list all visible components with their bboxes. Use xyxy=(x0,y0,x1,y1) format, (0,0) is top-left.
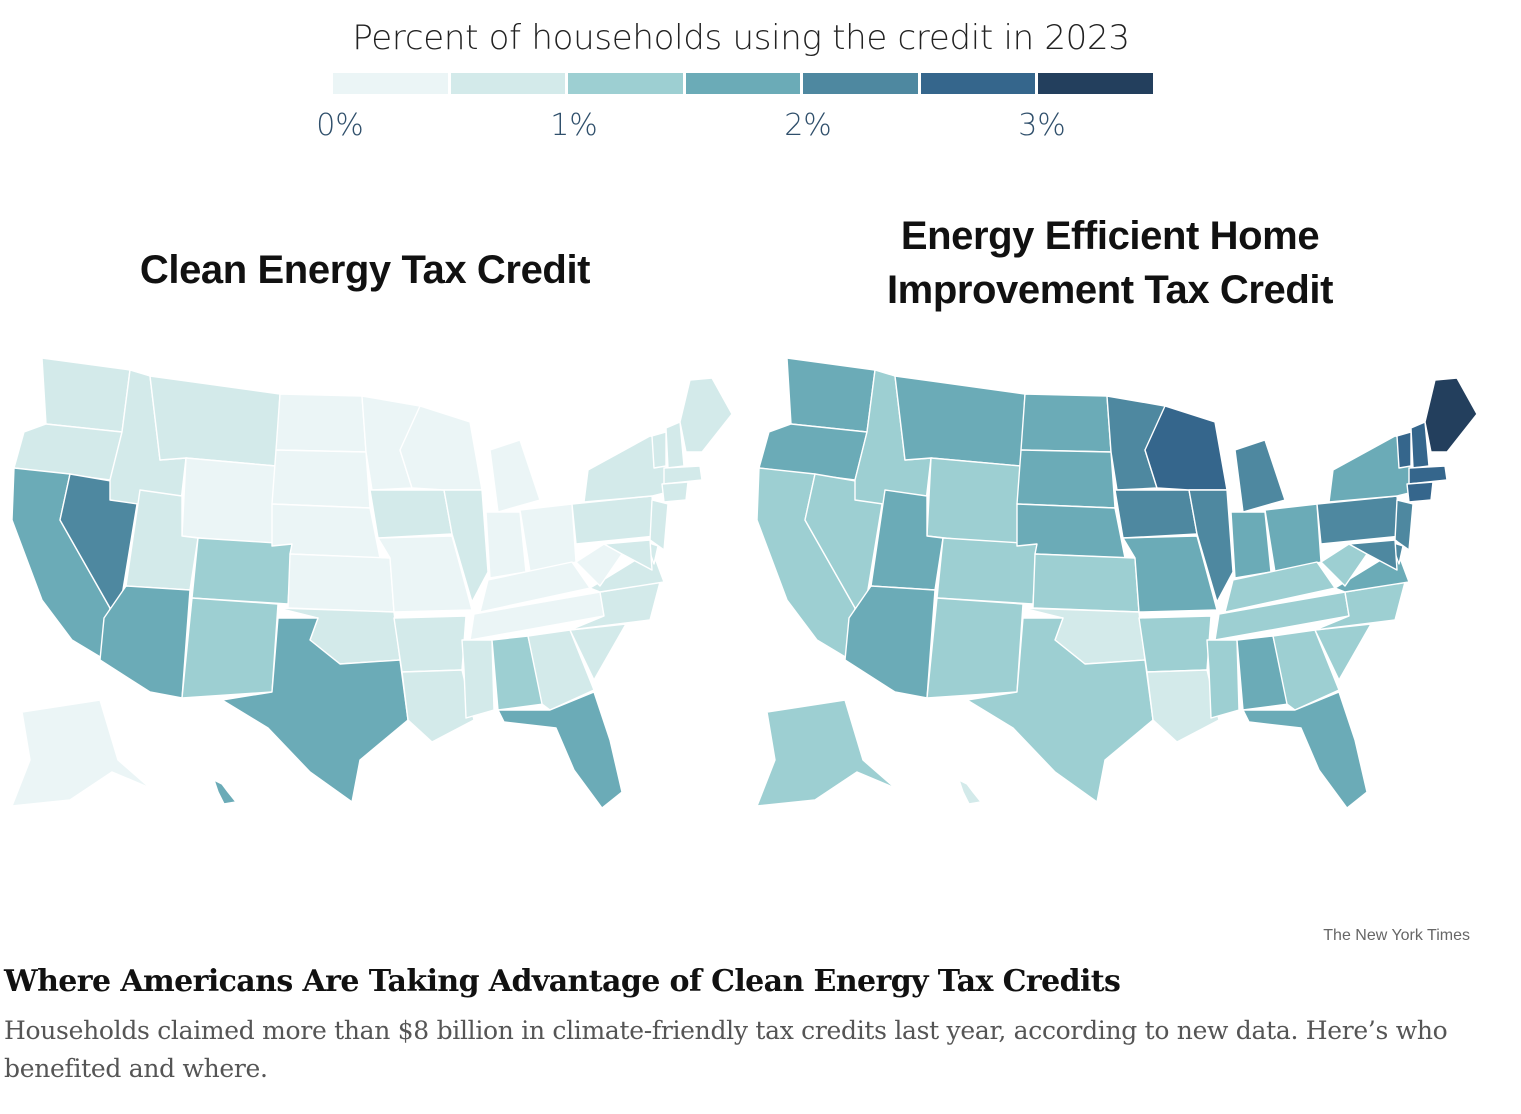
state-wy[interactable] xyxy=(181,457,277,547)
state-tx[interactable] xyxy=(966,617,1154,803)
map-title-home-improvement: Energy Efficient Home Improvement Tax Cr… xyxy=(886,214,1334,312)
state-sd[interactable] xyxy=(1016,449,1116,509)
source-credit: The New York Times xyxy=(1323,927,1470,944)
state-la[interactable] xyxy=(401,669,475,743)
legend-swatch-4 xyxy=(803,73,918,94)
state-hi[interactable] xyxy=(165,751,237,805)
state-ks[interactable] xyxy=(1032,553,1140,613)
state-ak[interactable] xyxy=(756,699,896,807)
state-ar[interactable] xyxy=(1138,615,1212,673)
state-nj[interactable] xyxy=(649,499,669,551)
state-pa[interactable] xyxy=(1316,495,1402,545)
state-vt[interactable] xyxy=(651,431,667,469)
state-hi[interactable] xyxy=(910,751,982,805)
state-ks[interactable] xyxy=(287,553,395,613)
state-ma[interactable] xyxy=(663,465,703,485)
legend-swatch-3 xyxy=(685,73,801,94)
state-mo[interactable] xyxy=(1122,535,1218,613)
state-ct[interactable] xyxy=(661,481,689,503)
state-nm[interactable] xyxy=(926,597,1024,699)
map-home-improvement-credit xyxy=(756,357,1478,809)
state-mt[interactable] xyxy=(894,375,1026,467)
state-ar[interactable] xyxy=(393,615,467,673)
state-ms[interactable] xyxy=(1206,639,1240,719)
state-sd[interactable] xyxy=(271,449,371,509)
legend-swatch-2 xyxy=(568,73,683,94)
state-md[interactable] xyxy=(603,539,653,571)
state-ma[interactable] xyxy=(1408,465,1448,485)
state-az[interactable] xyxy=(99,585,191,699)
state-ia[interactable] xyxy=(369,489,453,539)
state-fl[interactable] xyxy=(1242,691,1368,809)
legend-swatch-0 xyxy=(333,73,448,94)
article-summary: Households claimed more than $8 billion … xyxy=(4,1016,1448,1083)
state-fl[interactable] xyxy=(497,691,623,809)
legend-tick-label: 1% xyxy=(550,108,598,143)
state-nh[interactable] xyxy=(665,421,685,469)
state-pa[interactable] xyxy=(571,495,657,545)
state-me[interactable] xyxy=(679,377,733,453)
state-oh[interactable] xyxy=(1264,503,1322,573)
state-co[interactable] xyxy=(191,537,293,605)
state-oh[interactable] xyxy=(519,503,577,573)
state-nj[interactable] xyxy=(1394,499,1414,551)
legend-tick-label: 2% xyxy=(784,108,832,143)
state-mi[interactable] xyxy=(489,439,541,513)
state-ak[interactable] xyxy=(11,699,151,807)
state-in[interactable] xyxy=(485,511,527,579)
state-nd[interactable] xyxy=(275,393,367,453)
state-il[interactable] xyxy=(443,489,489,603)
state-ia[interactable] xyxy=(1114,489,1198,539)
state-nh[interactable] xyxy=(1410,421,1430,469)
state-in[interactable] xyxy=(1230,511,1272,579)
state-tx[interactable] xyxy=(221,617,409,803)
state-la[interactable] xyxy=(1146,669,1220,743)
state-me[interactable] xyxy=(1424,377,1478,453)
state-mt[interactable] xyxy=(149,375,281,467)
legend-swatch-1 xyxy=(450,73,566,94)
legend-tick-label: 3% xyxy=(1018,108,1066,143)
state-co[interactable] xyxy=(936,537,1038,605)
map-clean-energy-credit xyxy=(11,357,733,809)
state-nd[interactable] xyxy=(1020,393,1112,453)
map-title-clean-energy: Clean Energy Tax Credit xyxy=(139,248,591,292)
legend-swatch-6 xyxy=(1038,73,1154,94)
state-ga[interactable] xyxy=(1272,629,1340,711)
legend-title: Percent of households using the credit i… xyxy=(352,18,1130,58)
legend-swatch-5 xyxy=(920,73,1036,94)
state-il[interactable] xyxy=(1188,489,1234,603)
state-ms[interactable] xyxy=(461,639,495,719)
state-mo[interactable] xyxy=(377,535,473,613)
state-wa[interactable] xyxy=(786,357,876,433)
state-vt[interactable] xyxy=(1396,431,1412,469)
state-wa[interactable] xyxy=(41,357,131,433)
state-az[interactable] xyxy=(844,585,936,699)
article-headline[interactable]: Where Americans Are Taking Advantage of … xyxy=(4,964,1121,999)
state-wy[interactable] xyxy=(926,457,1022,547)
legend-color-scale xyxy=(333,73,1154,94)
legend-tick-label: 0% xyxy=(316,108,364,143)
state-ct[interactable] xyxy=(1406,481,1434,503)
state-md[interactable] xyxy=(1348,539,1398,571)
state-mi[interactable] xyxy=(1234,439,1286,513)
state-nm[interactable] xyxy=(181,597,279,699)
state-ga[interactable] xyxy=(527,629,595,711)
